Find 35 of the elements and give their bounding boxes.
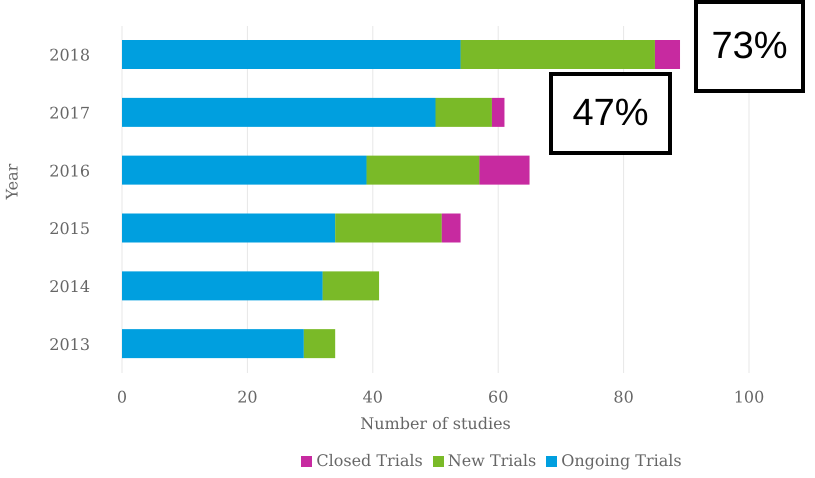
y-tick-label: 2015 [49,219,90,238]
y-tick-label: 2014 [49,276,90,296]
legend-label: Closed Trials [316,451,423,470]
bar [492,98,504,127]
bar [122,271,323,300]
bar [304,329,336,358]
x-tick-label: 60 [488,387,508,406]
bar [366,156,480,185]
annotation: 73% [694,0,805,93]
bar [122,214,336,242]
annotation: 47% [549,72,672,155]
bar [122,329,304,358]
bar [436,98,492,127]
legend-label: New Trials [448,451,536,470]
bar [442,214,461,242]
bar [122,40,461,69]
y-tick-label: 2017 [49,103,90,122]
bar [122,98,436,127]
y-axis-title: Year [2,163,22,200]
x-tick-label: 100 [734,387,764,406]
x-tick-label: 0 [116,387,128,406]
legend-label: Ongoing Trials [561,451,682,470]
y-tick-label: 2016 [49,161,90,180]
x-tick-label: 20 [237,387,258,406]
bar [122,156,367,185]
bar [460,40,655,69]
y-tick-label: 2013 [49,334,90,354]
bar [479,156,530,185]
x-tick-label: 40 [362,387,383,406]
bar [335,214,442,242]
bar [654,40,680,69]
bar [322,271,380,300]
x-tick-label: 80 [613,387,634,406]
y-tick-label: 2018 [49,46,90,65]
x-axis-title: Number of studies [360,414,511,433]
